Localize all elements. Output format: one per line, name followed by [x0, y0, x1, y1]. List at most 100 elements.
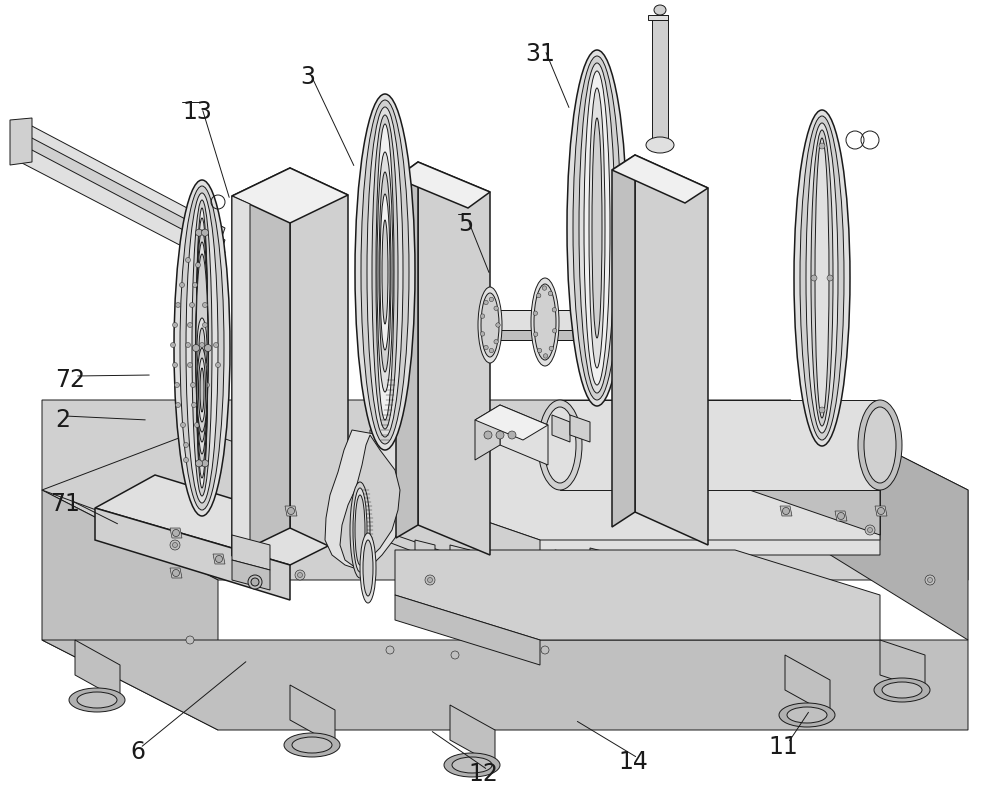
Circle shape	[186, 343, 190, 348]
Ellipse shape	[579, 63, 615, 393]
Polygon shape	[395, 490, 540, 585]
Polygon shape	[232, 560, 270, 590]
Circle shape	[173, 542, 178, 548]
Circle shape	[496, 431, 504, 439]
Circle shape	[170, 343, 176, 348]
Circle shape	[248, 575, 262, 589]
Circle shape	[202, 363, 208, 368]
Polygon shape	[396, 162, 490, 208]
Circle shape	[827, 275, 833, 281]
Circle shape	[196, 229, 202, 236]
Polygon shape	[450, 705, 495, 765]
Circle shape	[537, 293, 541, 298]
Ellipse shape	[367, 107, 403, 437]
Circle shape	[542, 286, 547, 290]
Circle shape	[552, 328, 557, 333]
Polygon shape	[232, 168, 290, 556]
Circle shape	[173, 363, 178, 368]
Text: 14: 14	[618, 750, 648, 774]
Ellipse shape	[815, 138, 829, 418]
Circle shape	[202, 303, 208, 308]
Ellipse shape	[544, 407, 576, 483]
Circle shape	[184, 457, 188, 462]
Circle shape	[173, 323, 178, 328]
Ellipse shape	[196, 242, 208, 454]
Ellipse shape	[77, 692, 117, 708]
Circle shape	[494, 340, 498, 344]
Circle shape	[533, 311, 538, 316]
Polygon shape	[170, 528, 182, 538]
Ellipse shape	[198, 358, 206, 422]
Circle shape	[541, 646, 549, 654]
Circle shape	[451, 651, 459, 659]
Circle shape	[819, 143, 825, 149]
Polygon shape	[95, 475, 350, 565]
Polygon shape	[170, 568, 182, 578]
Text: 2: 2	[55, 408, 70, 432]
Polygon shape	[635, 155, 708, 545]
Circle shape	[838, 513, 844, 520]
Circle shape	[288, 508, 294, 514]
Ellipse shape	[69, 688, 125, 712]
Circle shape	[928, 578, 932, 582]
Circle shape	[489, 297, 494, 302]
Circle shape	[186, 257, 190, 263]
Text: 3: 3	[300, 65, 315, 89]
Circle shape	[489, 348, 494, 352]
Circle shape	[428, 578, 432, 582]
Circle shape	[549, 346, 553, 351]
Polygon shape	[395, 595, 540, 665]
Ellipse shape	[531, 278, 559, 366]
Ellipse shape	[363, 540, 373, 596]
Ellipse shape	[180, 186, 224, 510]
Circle shape	[190, 303, 194, 308]
Ellipse shape	[534, 284, 556, 360]
Circle shape	[782, 508, 790, 514]
Polygon shape	[15, 125, 225, 242]
Text: 5: 5	[458, 212, 473, 236]
Circle shape	[176, 303, 180, 308]
Polygon shape	[15, 137, 225, 254]
Polygon shape	[500, 405, 548, 465]
Circle shape	[484, 300, 488, 304]
Circle shape	[173, 570, 180, 577]
Ellipse shape	[858, 400, 902, 490]
Polygon shape	[475, 405, 500, 460]
Circle shape	[173, 529, 180, 537]
Circle shape	[170, 540, 180, 550]
Polygon shape	[875, 506, 887, 516]
Text: 6: 6	[130, 740, 145, 764]
Ellipse shape	[882, 682, 922, 698]
Ellipse shape	[380, 194, 390, 350]
Polygon shape	[340, 435, 400, 568]
Polygon shape	[285, 506, 297, 516]
Ellipse shape	[353, 488, 367, 572]
Polygon shape	[325, 430, 415, 570]
Polygon shape	[780, 506, 792, 516]
Circle shape	[508, 431, 516, 439]
Circle shape	[184, 442, 188, 448]
Circle shape	[811, 275, 817, 281]
Polygon shape	[475, 405, 548, 440]
Ellipse shape	[355, 94, 415, 450]
Circle shape	[202, 229, 208, 236]
Polygon shape	[785, 655, 830, 715]
Ellipse shape	[567, 50, 627, 406]
Polygon shape	[700, 430, 880, 535]
Circle shape	[176, 402, 180, 408]
Polygon shape	[652, 15, 668, 145]
Ellipse shape	[350, 482, 370, 578]
Polygon shape	[880, 640, 925, 690]
Ellipse shape	[284, 733, 340, 757]
Polygon shape	[395, 440, 880, 540]
Polygon shape	[735, 440, 880, 535]
Ellipse shape	[800, 116, 844, 440]
Ellipse shape	[196, 208, 208, 488]
Circle shape	[216, 363, 220, 368]
Polygon shape	[370, 490, 540, 600]
Circle shape	[865, 525, 875, 535]
Ellipse shape	[376, 124, 394, 420]
Circle shape	[186, 636, 194, 644]
Polygon shape	[612, 155, 635, 527]
Ellipse shape	[573, 56, 621, 400]
